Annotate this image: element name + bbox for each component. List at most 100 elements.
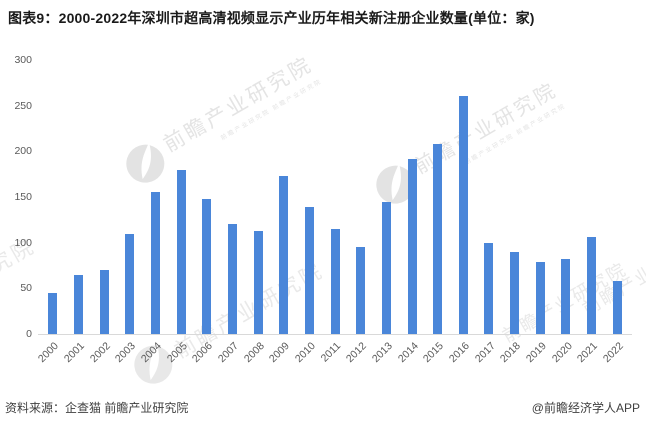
- x-axis-tick-slot: 2019: [523, 337, 553, 392]
- x-axis-line: [38, 334, 632, 335]
- x-axis-tick-slot: 2003: [113, 337, 143, 392]
- x-axis-tick-slot: 2011: [319, 337, 348, 392]
- bar-2022: [612, 281, 622, 334]
- y-axis: 0 50 100 150 200 250 300: [0, 54, 34, 340]
- bar-slot: [271, 176, 297, 334]
- bar-2000: [48, 292, 58, 334]
- source-note: 资料来源：企查猫 前瞻产业研究院: [5, 401, 189, 415]
- x-axis-tick-label: 2014: [395, 340, 421, 366]
- bar-slot: [297, 207, 323, 334]
- x-axis-tick-slot: 2018: [498, 337, 528, 392]
- x-axis-tick-slot: 2000: [36, 337, 66, 392]
- bar-2021: [587, 237, 597, 334]
- x-axis-tick-label: 2003: [113, 340, 139, 366]
- bar-2002: [99, 270, 109, 334]
- bar-slot: [168, 169, 194, 334]
- y-axis-tick-label: 50: [20, 282, 32, 295]
- x-axis-tick-label: 2013: [369, 340, 395, 366]
- x-axis-tick-label: 2010: [292, 340, 318, 366]
- bar-2006: [202, 198, 212, 334]
- bar-slot: [117, 233, 143, 334]
- x-axis-tick-label: 2000: [36, 340, 62, 366]
- x-axis-tick-slot: 2022: [600, 337, 630, 392]
- x-axis-tick-slot: 2021: [575, 337, 605, 392]
- bar-2013: [381, 201, 391, 334]
- bar-slot: [91, 270, 117, 334]
- x-axis-tick-slot: 2009: [267, 337, 297, 392]
- bar-2007: [227, 224, 237, 334]
- bar-2020: [561, 259, 571, 334]
- x-axis-tick-label: 2018: [498, 340, 524, 366]
- x-axis-tick-label: 2002: [87, 340, 113, 366]
- bar-2001: [73, 274, 83, 334]
- bar-slot: [604, 281, 630, 334]
- x-axis-tick-slot: 2010: [293, 337, 323, 392]
- bar-slot: [348, 247, 374, 334]
- x-axis-tick-label: 2021: [575, 340, 601, 366]
- x-axis-tick-slot: 2001: [62, 337, 92, 392]
- x-axis-tick-label: 2007: [215, 340, 241, 366]
- x-axis-tick-label: 2009: [267, 340, 293, 366]
- x-axis-tick-label: 2008: [241, 340, 267, 366]
- x-axis-tick-label: 2011: [319, 340, 344, 365]
- bar-slot: [220, 224, 246, 334]
- bar-2003: [125, 233, 135, 334]
- y-axis-tick-label: 200: [14, 145, 32, 158]
- x-axis-tick-label: 2016: [446, 340, 472, 366]
- x-axis-tick-label: 2015: [421, 340, 447, 366]
- x-axis-tick-slot: 2016: [447, 337, 477, 392]
- bar-slot: [245, 230, 271, 334]
- x-axis-tick-label: 2019: [523, 340, 549, 366]
- x-axis-tick-label: 2022: [600, 340, 626, 366]
- bar-2005: [176, 169, 186, 334]
- credit-note: @前瞻经济学人APP: [531, 401, 640, 415]
- bar-slot: [194, 198, 220, 334]
- x-axis-tick-slot: 2004: [139, 337, 169, 392]
- x-axis-tick-slot: 2012: [344, 337, 374, 392]
- bar-slot: [66, 274, 92, 334]
- bar-slot: [476, 242, 502, 334]
- bar-2009: [279, 176, 289, 334]
- bar-slot: [553, 259, 579, 334]
- bar-2012: [356, 247, 366, 334]
- x-axis-tick-label: 2001: [61, 340, 87, 366]
- x-axis-tick-label: 2006: [190, 340, 216, 366]
- bar-slot: [527, 261, 553, 334]
- bar-2004: [150, 192, 160, 334]
- bar-slot: [143, 192, 169, 334]
- bar-slot: [322, 228, 348, 334]
- x-axis-tick-slot: 2007: [216, 337, 246, 392]
- x-axis-tick-slot: 2002: [87, 337, 117, 392]
- bar-slot: [502, 251, 528, 334]
- x-axis-tick-slot: 2017: [472, 337, 502, 392]
- y-axis-tick-label: 0: [26, 328, 32, 340]
- x-axis-tick-slot: 2020: [549, 337, 579, 392]
- bar-slot: [374, 201, 400, 334]
- x-axis-tick-slot: 2014: [395, 337, 425, 392]
- bar-slot: [579, 237, 605, 334]
- plot-area: [40, 60, 630, 334]
- bar-2010: [304, 207, 314, 334]
- x-axis-tick-slot: 2005: [164, 337, 194, 392]
- x-axis: 2000 2001 2002 2003 2004 2005 2006 2007 2008 2009…: [36, 337, 630, 392]
- bar-2008: [253, 230, 263, 334]
- bar-slot: [40, 292, 66, 334]
- y-axis-tick-label: 300: [14, 54, 32, 66]
- y-axis-tick-label: 250: [14, 99, 32, 112]
- x-axis-tick-label: 2017: [472, 340, 498, 366]
- bar-2018: [510, 251, 520, 334]
- x-axis-tick-slot: 2006: [190, 337, 220, 392]
- bar-2019: [535, 261, 545, 334]
- chart-title: 图表9：2000-2022年深圳市超高清视频显示产业历年相关新注册企业数量(单位…: [8, 10, 535, 26]
- x-axis-tick-label: 2004: [138, 340, 164, 366]
- x-axis-tick-label: 2005: [164, 340, 190, 366]
- bar-2011: [330, 228, 340, 334]
- bar-slot: [425, 144, 451, 334]
- x-axis-tick-label: 2020: [549, 340, 575, 366]
- bar-slot: [399, 158, 425, 334]
- bar-2017: [484, 242, 494, 334]
- x-axis-tick-label: 2012: [344, 340, 370, 366]
- bar-2014: [407, 158, 417, 334]
- x-axis-tick-slot: 2013: [370, 337, 400, 392]
- bar-2016: [458, 95, 468, 334]
